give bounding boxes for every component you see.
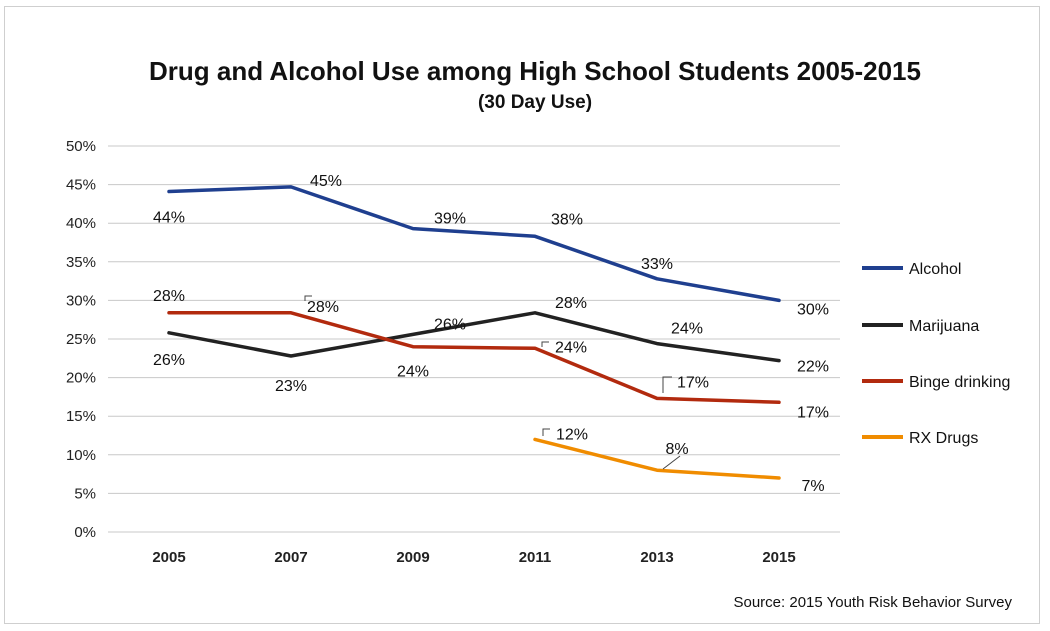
y-tick-label: 20% [66,370,96,387]
x-tick-label: 2011 [519,549,552,566]
y-tick-label: 40% [66,215,96,232]
data-label-alcohol: 30% [797,301,829,318]
series-line-alcohol [167,185,781,303]
data-label-binge-drinking: 28% [307,299,339,316]
chart-subtitle: (30 Day Use) [478,92,592,113]
y-tick-label: 30% [66,292,96,309]
legend-item-binge-drinking: Binge drinking [862,374,1010,391]
data-label-marijuana: 22% [797,359,829,376]
legend-label: Alcohol [909,261,961,278]
data-label-binge-drinking: 24% [397,364,429,381]
label-leader-line [542,428,550,436]
data-label-binge-drinking: 17% [677,374,709,391]
x-axis: 2005 2007 2009 2011 2013 2015 [152,549,795,566]
data-label-alcohol: 38% [551,211,583,228]
legend-item-alcohol: Alcohol [862,261,961,278]
legend-label: Binge drinking [909,374,1010,391]
gridlines [108,145,840,533]
data-label-marijuana: 23% [275,378,307,395]
data-label-binge-drinking: 28% [153,288,185,305]
x-tick-label: 2013 [640,549,673,566]
y-tick-label: 15% [66,408,96,425]
x-tick-label: 2005 [152,549,185,566]
legend-label: Marijuana [909,318,979,335]
x-tick-label: 2009 [396,549,429,566]
series-line-binge-drinking [167,311,781,405]
data-label-alcohol: 44% [153,210,185,227]
y-tick-label: 5% [74,485,96,502]
data-label-marijuana: 24% [671,321,703,338]
series-line-marijuana [167,311,781,363]
data-label-alcohol: 39% [434,211,466,228]
data-label-rx-drugs: 8% [665,441,688,458]
series-line-rx-drugs [533,437,781,480]
x-tick-label: 2015 [762,549,795,566]
legend-item-rx-drugs: RX Drugs [862,430,978,447]
legend-label: RX Drugs [909,430,978,447]
data-label-alcohol: 33% [641,256,673,273]
data-label-rx-drugs: 12% [556,426,588,443]
data-label-binge-drinking: 17% [797,404,829,421]
data-label-marijuana: 26% [434,316,466,333]
legend-item-marijuana: Marijuana [862,318,979,335]
chart-title: Drug and Alcohol Use among High School S… [149,56,921,86]
data-label-marijuana: 26% [153,352,185,369]
label-leader-line [662,376,672,393]
data-label-alcohol: 45% [310,173,342,190]
y-tick-label: 25% [66,331,96,348]
y-axis: 0% 5% 10% 15% 20% 25% 30% 35% 40% 45% 50% [66,138,96,541]
label-leader-line [541,341,549,347]
y-tick-label: 10% [66,447,96,464]
y-tick-label: 45% [66,177,96,194]
data-label-rx-drugs: 7% [801,478,824,495]
y-tick-label: 50% [66,138,96,155]
data-labels: 44% 45% 39% 38% 33% 30% 26% 23% 26% 28% 24% 22% 28% 2… [153,173,829,495]
label-leader-line [304,295,312,301]
data-label-binge-drinking: 24% [555,339,587,356]
legend: Alcohol Marijuana Binge drinking RX Drugs [862,261,1010,447]
label-leader-line [662,455,681,470]
series-lines [167,185,781,480]
x-tick-label: 2007 [274,549,307,566]
y-tick-label: 0% [74,524,96,541]
source-note: Source: 2015 Youth Risk Behavior Survey [733,594,1012,611]
y-tick-label: 35% [66,254,96,271]
data-label-marijuana: 28% [555,295,587,312]
